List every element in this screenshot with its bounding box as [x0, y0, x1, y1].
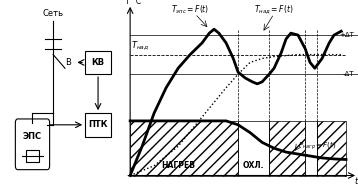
- FancyBboxPatch shape: [85, 51, 111, 74]
- Bar: [26, 150, 39, 162]
- FancyBboxPatch shape: [15, 119, 50, 170]
- Text: ОХЛ.: ОХЛ.: [243, 161, 265, 170]
- Text: Сеть: Сеть: [43, 9, 64, 18]
- Text: T °C: T °C: [125, 0, 141, 6]
- Text: -ΔT: -ΔT: [343, 71, 354, 77]
- Text: $T_{над}$: $T_{над}$: [131, 39, 150, 52]
- Text: В: В: [66, 58, 72, 67]
- Text: КВ: КВ: [92, 58, 105, 67]
- Bar: [269, 121, 305, 176]
- Text: ПТК: ПТК: [88, 120, 108, 129]
- Bar: [305, 121, 317, 176]
- Text: ЭПС: ЭПС: [23, 132, 42, 141]
- Text: $P_{нагр} = F(t)$: $P_{нагр} = F(t)$: [298, 140, 337, 152]
- Text: $T_{эпс} = F(t)$: $T_{эпс} = F(t)$: [171, 4, 209, 16]
- Text: t: t: [354, 177, 357, 186]
- Text: НАГРЕВ: НАГРЕВ: [161, 161, 195, 170]
- Bar: [238, 121, 269, 176]
- Text: +ΔT: +ΔT: [339, 32, 354, 38]
- Bar: [130, 121, 238, 176]
- FancyBboxPatch shape: [85, 113, 111, 136]
- Bar: [317, 121, 346, 176]
- Text: $T_{над} = F(t)$: $T_{над} = F(t)$: [254, 4, 294, 16]
